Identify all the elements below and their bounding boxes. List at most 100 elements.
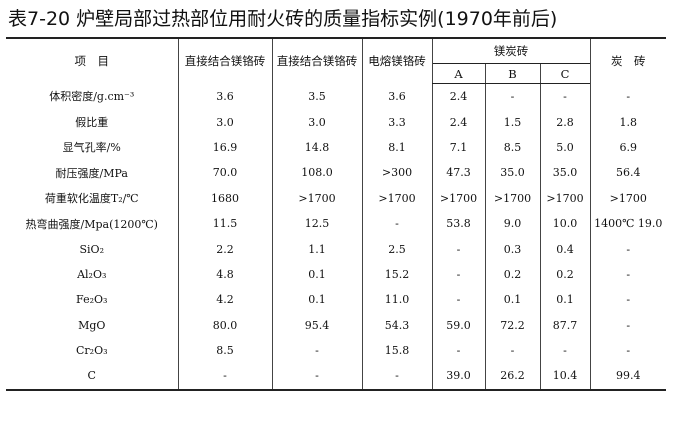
cell: 6.9 [589, 134, 667, 161]
cell: - [539, 337, 591, 364]
cell: >1700 [589, 185, 667, 211]
cell: - [361, 363, 432, 391]
cell: 87.7 [539, 312, 591, 338]
table-body: 体积密度/g.cm⁻³ 3.6 3.5 3.6 2.4- - - 假比重 3.0 3.0 3.3 2.… [6, 83, 667, 391]
cell: - [589, 261, 667, 288]
table-row: C - - -39.0 26.2 10.4 99.4 [6, 363, 667, 391]
header-cell: B [484, 63, 540, 84]
cell: 1400℃ 19.0 [589, 210, 667, 237]
cell: 99.4 [589, 363, 667, 391]
cell: 11.5 [177, 210, 272, 237]
row-label: SiO₂ [79, 242, 104, 256]
cell: 0.1 [484, 287, 540, 313]
cell: 1.1 [271, 236, 362, 262]
cell: - [539, 83, 591, 110]
table-row: 荷重软化温度T₂/℃ 1680 >1700 >1700 >1700 >1700 >1700 >… [6, 185, 667, 211]
row-label: Cr₂O₃ [75, 344, 108, 358]
cell: 70.0 [177, 160, 272, 186]
cell: 53.8 [431, 210, 485, 237]
cell: 3.6 [177, 83, 272, 110]
table-row: 热弯曲强度/Mpa(1200℃) 11.5 12.5-53.8 9.0 10.0 1400… [6, 210, 667, 237]
cell: - [271, 363, 362, 391]
cell: 80.0 [177, 312, 272, 338]
cell: - [431, 261, 485, 288]
cell: 56.4 [589, 160, 667, 186]
cell: 72.2 [484, 312, 540, 338]
cell: 108.0 [271, 160, 362, 186]
row-label: 荷重软化温度T₂/℃ [44, 192, 139, 206]
header-cell: A [431, 63, 485, 84]
row-label: 耐压强度/MPa [55, 166, 128, 180]
row-label: MgO [78, 318, 106, 332]
table-row: 显气孔率/% 16.9 14.8 8.1 7.1 8.5 5.0 6.9 [6, 134, 667, 161]
cell: 39.0 [431, 363, 485, 391]
cell: 3.0 [177, 109, 272, 135]
cell: >1700 [431, 185, 485, 211]
cell: 2.8 [539, 109, 591, 135]
row-label: Fe₂O₃ [76, 293, 108, 307]
row-label: 假比重 [75, 116, 109, 130]
cell: 0.2 [484, 261, 540, 288]
cell: - [431, 337, 485, 364]
table-row: 假比重 3.0 3.0 3.3 2.4 1.5 2.8 1.8 [6, 109, 667, 135]
row-label: 体积密度/g.cm⁻³ [49, 90, 135, 104]
cell: 0.1 [539, 287, 591, 313]
cell: - [361, 210, 432, 237]
title: 表7-20 炉壁局部过热部位用耐火砖的质量指标实例(1970年前后) [8, 8, 558, 30]
table-row: SiO₂ 2.2 1.1 2.5-0.3 0.4- [6, 236, 667, 262]
cell: - [589, 287, 667, 313]
row-label: 显气孔率/% [62, 141, 121, 155]
cell: 7.1 [431, 134, 485, 161]
cell: 0.1 [271, 287, 362, 313]
cell: 10.0 [539, 210, 591, 237]
cell: 54.3 [361, 312, 432, 338]
cell: 1.8 [589, 109, 667, 135]
cell: 3.5 [271, 83, 362, 110]
header-cell: 电熔镁铬砖 [361, 37, 432, 84]
cell: 59.0 [431, 312, 485, 338]
header-cell: 项 目 [6, 37, 178, 84]
cell: 8.1 [361, 134, 432, 161]
cell: 15.2 [361, 261, 432, 288]
table-row: MgO 80.0 95.4 54.3 59.0 72.2 87.7- [6, 312, 667, 338]
table-row: Cr₂O₃ 8.5-15.8- - - - [6, 337, 667, 364]
cell: - [271, 337, 362, 364]
cell: 0.4 [539, 236, 591, 262]
cell: 1.5 [484, 109, 540, 135]
cell: - [589, 312, 667, 338]
cell: 2.2 [177, 236, 272, 262]
cell: 10.4 [539, 363, 591, 391]
cell: - [177, 363, 272, 391]
cell: 0.1 [271, 261, 362, 288]
table-row: Fe₂O₃ 4.2 0.1 11.0-0.1 0.1- [6, 287, 667, 313]
cell: 2.4 [431, 109, 485, 135]
cell: >1700 [539, 185, 591, 211]
row-label: Al₂O₃ [77, 267, 107, 281]
cell: 8.5 [484, 134, 540, 161]
table-row: Al₂O₃ 4.8 0.1 15.2-0.2 0.2- [6, 261, 667, 288]
header-cell: 镁炭砖 [431, 37, 591, 64]
header-cell: 炭 砖 [589, 37, 667, 84]
cell: >1700 [484, 185, 540, 211]
cell: 8.5 [177, 337, 272, 364]
cell: - [589, 337, 667, 364]
cell: 15.8 [361, 337, 432, 364]
cell: >1700 [361, 185, 432, 211]
cell: 4.8 [177, 261, 272, 288]
cell: 9.0 [484, 210, 540, 237]
cell: - [431, 236, 485, 262]
cell: 35.0 [539, 160, 591, 186]
cell: 0.3 [484, 236, 540, 262]
header-cell: 直接结合镁铬砖 [177, 37, 272, 84]
cell: 1680 [177, 185, 272, 211]
cell: 3.0 [271, 109, 362, 135]
cell: 47.3 [431, 160, 485, 186]
cell: 4.2 [177, 287, 272, 313]
cell: 0.2 [539, 261, 591, 288]
cell: >1700 [271, 185, 362, 211]
cell: - [589, 236, 667, 262]
cell: 26.2 [484, 363, 540, 391]
cell: >300 [361, 160, 432, 186]
cell: 2.5 [361, 236, 432, 262]
